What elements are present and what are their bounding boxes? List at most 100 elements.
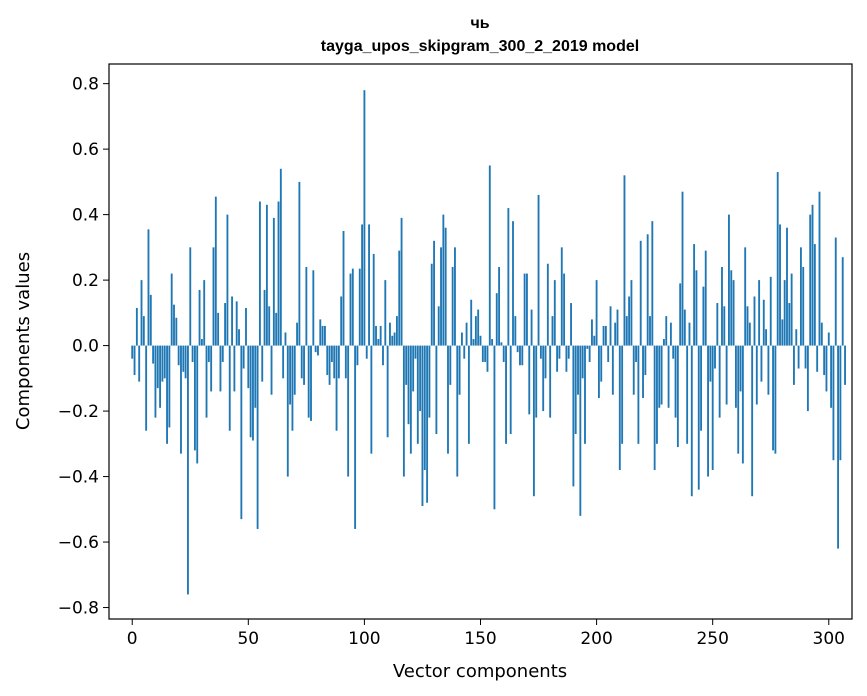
bar — [653, 345, 656, 471]
bar — [488, 165, 491, 346]
bar — [632, 345, 635, 395]
bar — [147, 229, 150, 346]
bar — [372, 253, 375, 346]
bar — [639, 240, 642, 346]
bar — [507, 208, 510, 346]
bar — [317, 345, 319, 356]
bar — [711, 345, 714, 471]
chart-title: чь — [470, 15, 489, 32]
bar — [163, 345, 166, 379]
y-axis-ticks: −0.8 −0.6 −0.4 −0.2 0.0 0.2 0.4 0.6 0.8 — [58, 75, 109, 619]
bar — [198, 289, 201, 346]
bar — [700, 345, 703, 431]
bar — [196, 345, 199, 464]
bar — [669, 322, 672, 346]
bar — [414, 345, 417, 359]
bar — [776, 172, 779, 346]
bar — [286, 345, 289, 477]
bar — [628, 296, 631, 346]
bar — [444, 227, 447, 346]
bar — [837, 345, 839, 549]
bar — [442, 214, 445, 346]
bar — [279, 168, 282, 346]
bar — [298, 181, 301, 346]
bar — [553, 280, 556, 346]
bar — [389, 322, 391, 346]
bar — [774, 345, 777, 454]
bar — [526, 273, 528, 346]
bar — [635, 345, 637, 362]
bar — [200, 339, 203, 346]
bar — [834, 237, 837, 346]
bar — [495, 293, 498, 346]
bar — [549, 345, 552, 418]
bar — [426, 345, 429, 503]
bar — [296, 322, 298, 346]
bar — [349, 273, 352, 346]
x-tick-label: 150 — [464, 629, 496, 649]
bar — [600, 345, 603, 382]
bar — [581, 345, 584, 379]
bar — [748, 322, 751, 346]
bar — [231, 296, 233, 346]
bar — [816, 345, 819, 372]
bar — [683, 309, 686, 346]
bar — [377, 339, 380, 346]
bar — [788, 303, 791, 346]
bar — [289, 345, 292, 405]
bar — [212, 247, 215, 346]
bar — [238, 329, 240, 346]
x-tick-label: 0 — [127, 629, 138, 649]
bar — [663, 339, 665, 346]
bar — [827, 332, 830, 346]
bar — [149, 294, 152, 346]
y-tick-label: 0.6 — [72, 140, 99, 160]
bar — [502, 345, 505, 362]
bar — [825, 345, 828, 392]
bar — [593, 335, 596, 346]
bar — [530, 309, 533, 346]
bar — [491, 339, 494, 346]
bar — [519, 345, 521, 366]
bar — [579, 345, 582, 516]
bar — [330, 345, 333, 362]
x-tick-label: 300 — [813, 629, 845, 649]
bar — [793, 345, 795, 385]
bar — [419, 345, 422, 412]
bar — [265, 204, 268, 346]
bar — [465, 322, 468, 346]
bar — [493, 345, 496, 510]
bar — [458, 345, 461, 395]
y-tick-label: 0.0 — [72, 337, 99, 357]
bar — [734, 345, 737, 408]
y-tick-label: 0.4 — [72, 206, 99, 226]
bar — [221, 345, 224, 362]
bar — [347, 345, 350, 477]
bar — [138, 345, 141, 382]
bar — [625, 316, 628, 346]
bar — [760, 345, 763, 382]
bar — [656, 345, 658, 444]
bar — [430, 263, 433, 346]
bar — [365, 345, 368, 359]
bar — [191, 345, 194, 362]
bar — [428, 345, 431, 418]
bar — [739, 345, 742, 392]
bar — [154, 345, 157, 418]
bar — [351, 268, 354, 346]
bar — [509, 345, 512, 434]
bar — [839, 345, 842, 461]
bar — [818, 191, 821, 346]
bar — [799, 247, 802, 346]
bar — [479, 335, 482, 346]
bar — [665, 316, 668, 346]
bar — [481, 345, 484, 362]
bar — [156, 345, 159, 389]
bar — [565, 345, 568, 372]
bar — [210, 345, 213, 392]
bar — [240, 345, 243, 520]
y-tick-label: −0.6 — [58, 533, 99, 553]
bar — [725, 345, 728, 405]
bar — [435, 345, 438, 434]
bar — [447, 345, 449, 454]
